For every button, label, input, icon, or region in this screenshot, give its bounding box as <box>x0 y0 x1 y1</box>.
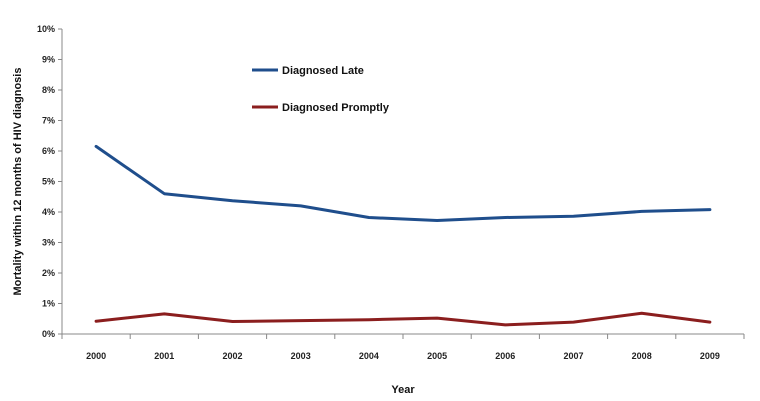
y-tick-label: 2% <box>42 268 55 278</box>
y-tick-label: 6% <box>42 146 55 156</box>
x-tick-label: 2005 <box>427 351 447 361</box>
x-tick-label: 2003 <box>291 351 311 361</box>
y-tick-label: 10% <box>37 24 55 34</box>
y-axis: 0% 1% 2% 3% 4% 5% 6% 7% 8% 9% 10% <box>37 24 63 339</box>
legend: Diagnosed Late Diagnosed Promptly <box>252 65 390 114</box>
x-axis-title: Year <box>391 384 415 396</box>
y-tick-label: 5% <box>42 177 55 187</box>
y-tick-label: 1% <box>42 299 55 309</box>
y-tick-label: 8% <box>42 85 55 95</box>
legend-label: Diagnosed Promptly <box>282 102 390 114</box>
y-axis-title: Mortality within 12 months of HIV diagno… <box>12 68 24 296</box>
series-layer <box>94 144 712 327</box>
y-tick-label: 0% <box>42 329 55 339</box>
series-line-diagnosed-promptly <box>94 311 712 327</box>
y-tick-label: 7% <box>42 116 55 126</box>
x-tick-label: 2009 <box>700 351 720 361</box>
x-tick-label: 2004 <box>359 351 379 361</box>
x-tick-label: 2002 <box>222 351 242 361</box>
x-axis: 2000 2001 2002 2003 2004 2005 2006 2007 2008 2009 <box>61 333 745 361</box>
x-tick-label: 2000 <box>86 351 106 361</box>
y-tick-label: 3% <box>42 238 55 248</box>
y-tick-label: 4% <box>42 207 55 217</box>
series-line-diagnosed-late <box>94 144 712 222</box>
x-tick-label: 2001 <box>154 351 174 361</box>
legend-label: Diagnosed Late <box>282 65 364 77</box>
x-tick-label: 2008 <box>632 351 652 361</box>
x-tick-label: 2006 <box>495 351 515 361</box>
y-tick-label: 9% <box>42 55 55 65</box>
x-tick-label: 2007 <box>563 351 583 361</box>
